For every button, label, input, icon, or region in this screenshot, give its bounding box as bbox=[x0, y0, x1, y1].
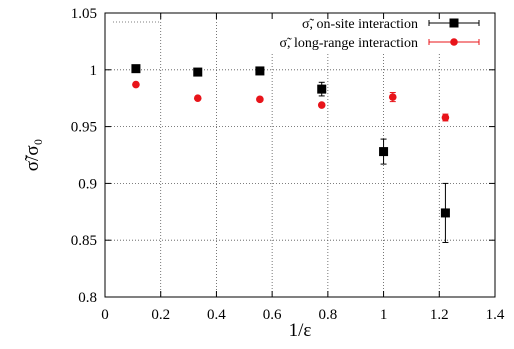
data-point bbox=[440, 208, 450, 218]
y-tick-label: 0.9 bbox=[78, 176, 97, 192]
y-tick-label: 0.8 bbox=[78, 290, 97, 306]
legend-label: σ̃, long-range interaction bbox=[279, 36, 418, 51]
data-point bbox=[255, 66, 265, 76]
x-tick-label: 1.2 bbox=[430, 307, 449, 323]
x-tick-label: 0.6 bbox=[263, 307, 282, 323]
legend-label: σ̃, on-site interaction bbox=[302, 17, 418, 32]
x-tick-label: 0.8 bbox=[318, 307, 337, 323]
data-point bbox=[131, 64, 141, 74]
data-point bbox=[193, 94, 202, 102]
grid bbox=[105, 13, 495, 297]
x-tick-label: 1.4 bbox=[486, 307, 505, 323]
series-long-range bbox=[132, 80, 450, 122]
y-tick-label: 0.95 bbox=[71, 120, 97, 136]
y-axis-label: σ̃/σ₀ bbox=[22, 139, 43, 171]
data-point bbox=[132, 80, 140, 89]
y-tick-label: 1.05 bbox=[71, 6, 97, 22]
legend-marker bbox=[450, 38, 458, 46]
x-tick-label: 0.4 bbox=[207, 307, 226, 323]
data-point bbox=[317, 101, 326, 109]
data-point bbox=[256, 95, 264, 104]
x-tick-label: 0.2 bbox=[151, 307, 170, 323]
data-marks bbox=[131, 64, 450, 243]
y-tick-label: 0.85 bbox=[71, 233, 97, 249]
data-point bbox=[388, 93, 397, 101]
data-point bbox=[379, 147, 389, 157]
plot-frame bbox=[104, 12, 496, 298]
x-axis-label: 1/ε bbox=[289, 320, 312, 341]
data-point bbox=[441, 113, 450, 122]
x-tick-label: 0 bbox=[101, 307, 109, 323]
legend: σ̃, on-site interaction σ̃, long-range in… bbox=[279, 17, 480, 51]
x-tick-label: 1 bbox=[380, 307, 388, 323]
data-point bbox=[193, 67, 203, 77]
y-tick-label: 1 bbox=[90, 63, 98, 79]
legend-marker bbox=[449, 18, 459, 28]
series-on-site bbox=[131, 64, 450, 243]
ticks: 0 0.2 0.4 0.6 0.8 1 1.2 1.4 0.8 0.85 0.9 0.95 1 1.05 bbox=[71, 6, 505, 323]
data-point bbox=[317, 84, 327, 94]
